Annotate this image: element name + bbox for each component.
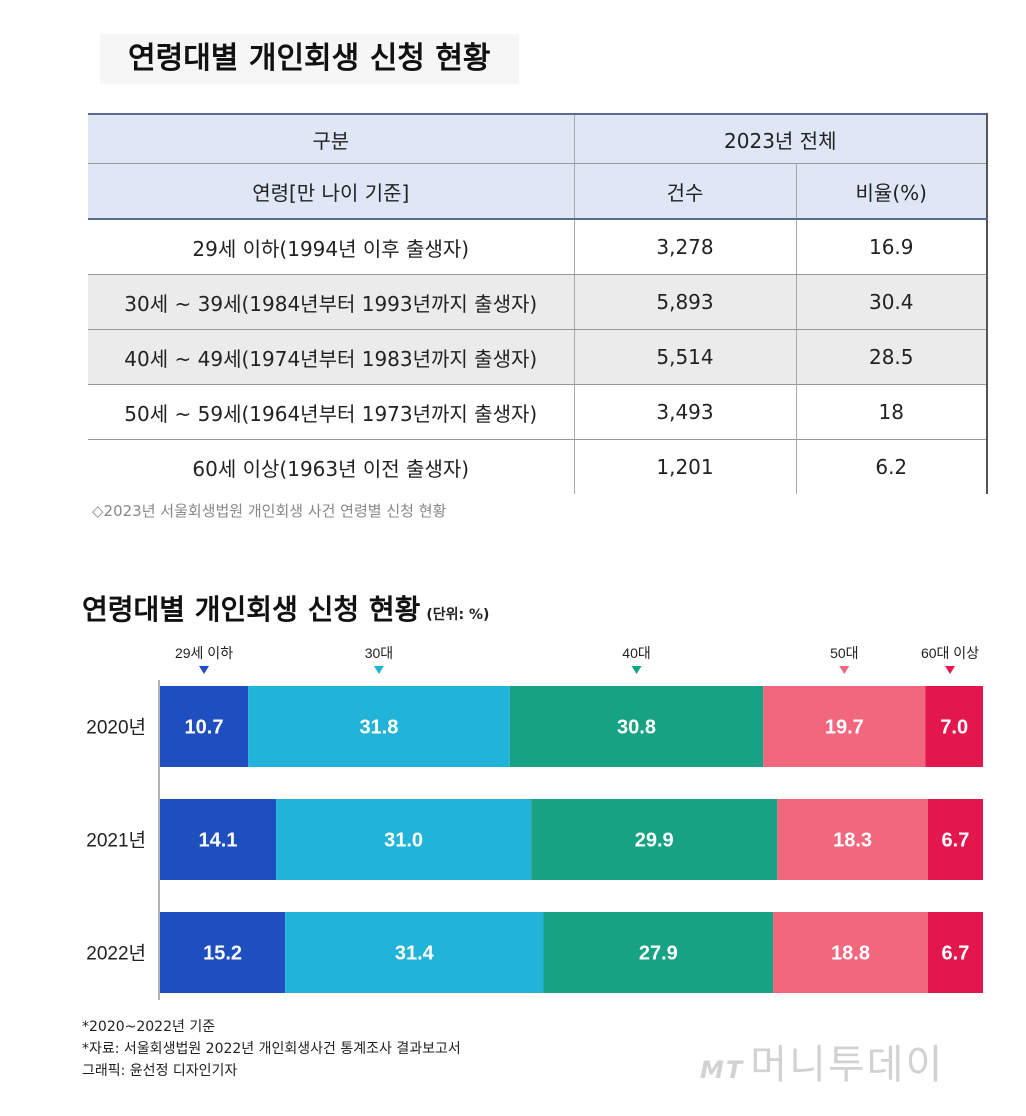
data-label: 14.1 — [199, 830, 238, 852]
row-count: 3,493 — [573, 384, 796, 440]
table-title: 연령대별 개인회생 신청 현황 — [100, 34, 519, 84]
legend-marker — [373, 666, 384, 674]
data-label: 19.7 — [825, 717, 864, 739]
bar-segment — [773, 912, 928, 993]
data-label: 6.7 — [942, 943, 970, 965]
bar-segment — [160, 912, 286, 993]
table-header-row-1: 구분 2023년 전체 — [88, 113, 988, 164]
watermark-mt: MT — [700, 1056, 745, 1084]
data-label: 31.4 — [395, 943, 435, 965]
data-label: 6.7 — [942, 830, 970, 852]
row-ratio: 30.4 — [795, 274, 988, 330]
y-tick-label: 2021년 — [86, 830, 146, 852]
table-header-row-2: 연령[만 나이 기준] 건수 비율(%) — [88, 163, 988, 220]
data-label: 10.7 — [185, 717, 224, 739]
row-ratio: 6.2 — [795, 439, 988, 494]
chart-unit: (단위: %) — [426, 607, 490, 623]
header-year-total: 2023년 전체 — [573, 113, 988, 164]
note-credit: 그래픽: 윤선정 디자인기자 — [82, 1063, 238, 1079]
legend-marker — [945, 666, 955, 674]
legend-label: 60대 이상 — [921, 645, 979, 661]
data-label: 29.9 — [635, 830, 674, 852]
chart-title-block: 연령대별 개인회생 신청 현황 (단위: %) — [82, 588, 489, 628]
legend-label: 29세 이하 — [175, 645, 233, 661]
legend-label: 30대 — [365, 645, 393, 661]
chart-title: 연령대별 개인회생 신청 현황 — [82, 593, 421, 626]
watermark-name: 머니투데이 — [750, 1042, 945, 1088]
table-row: 29세 이하(1994년 이후 출생자) 3,278 16.9 — [88, 219, 988, 275]
bar-segment — [777, 799, 928, 880]
row-ratio: 18 — [795, 384, 988, 440]
data-label: 31.0 — [384, 830, 423, 852]
bar-segment — [927, 912, 983, 993]
data-label: 7.0 — [940, 717, 968, 739]
legend-label: 40대 — [622, 645, 650, 661]
header-count: 건수 — [573, 163, 796, 220]
data-label: 30.8 — [617, 717, 656, 739]
row-label: 50세 ~ 59세(1964년부터 1973년까지 출생자) — [88, 384, 574, 440]
row-label: 29세 이하(1994년 이후 출생자) — [88, 219, 574, 275]
data-label: 31.8 — [359, 717, 398, 739]
header-ratio: 비율(%) — [795, 163, 988, 220]
table-row: 50세 ~ 59세(1964년부터 1973년까지 출생자) 3,493 18 — [88, 384, 988, 440]
age-table: 구분 2023년 전체 연령[만 나이 기준] 건수 비율(%) 29세 이하(… — [88, 113, 988, 494]
data-label: 18.8 — [831, 943, 870, 965]
row-label: 30세 ~ 39세(1984년부터 1993년까지 출생자) — [88, 274, 574, 330]
bar-segment — [543, 912, 774, 993]
data-label: 18.3 — [833, 830, 872, 852]
row-count: 5,893 — [573, 274, 796, 330]
table-row: 30세 ~ 39세(1984년부터 1993년까지 출생자) 5,893 30.… — [88, 274, 988, 330]
data-label: 15.2 — [203, 943, 242, 965]
note-basis: *2020~2022년 기준 — [82, 1019, 216, 1035]
bar-segment — [285, 912, 544, 993]
bar-segment — [763, 686, 926, 767]
bar-segment — [276, 799, 532, 880]
row-count: 3,278 — [573, 219, 796, 275]
legend-marker — [839, 666, 850, 674]
row-label: 60세 이상(1963년 이전 출생자) — [192, 456, 470, 481]
legend-label: 50대 — [830, 645, 858, 661]
bar-segment — [927, 799, 983, 880]
note-source: *자료: 서울회생법원 2022년 개인회생사건 통계조사 결과보고서 — [82, 1041, 461, 1057]
y-tick-label: 2022년 — [86, 943, 146, 965]
publisher-watermark: MT 머니투데이 — [700, 1032, 944, 1090]
row-ratio: 28.5 — [795, 329, 988, 385]
chart-notes: *2020~2022년 기준 *자료: 서울회생법원 2022년 개인회생사건 … — [82, 1016, 461, 1082]
legend-marker — [631, 666, 642, 674]
data-label: 27.9 — [639, 943, 678, 965]
bar-segment — [160, 799, 277, 880]
table-caption: ◇2023년 서울회생법원 개인회생 사건 연령별 신청 현황 — [92, 502, 447, 520]
row-count: 1,201 — [573, 439, 796, 494]
header-category: 구분 — [88, 113, 574, 164]
row-label: 40세 ~ 49세(1974년부터 1983년까지 출생자) — [88, 329, 574, 385]
bar-segment — [531, 799, 778, 880]
row-ratio: 16.9 — [795, 219, 988, 275]
bar-segment — [160, 686, 249, 767]
header-age: 연령[만 나이 기준] — [88, 163, 574, 220]
y-tick-label: 2020년 — [86, 717, 146, 739]
bar-segment — [248, 686, 510, 767]
row-count: 5,514 — [573, 329, 796, 385]
bar-segment — [925, 686, 983, 767]
bar-segment — [509, 686, 764, 767]
table-row: 40세 ~ 49세(1974년부터 1983년까지 출생자) 5,514 28.… — [88, 329, 988, 385]
legend-marker — [199, 666, 210, 674]
table-row: 60세 이상(1963년 이전 출생자) 1,201 6.2 — [88, 439, 988, 494]
